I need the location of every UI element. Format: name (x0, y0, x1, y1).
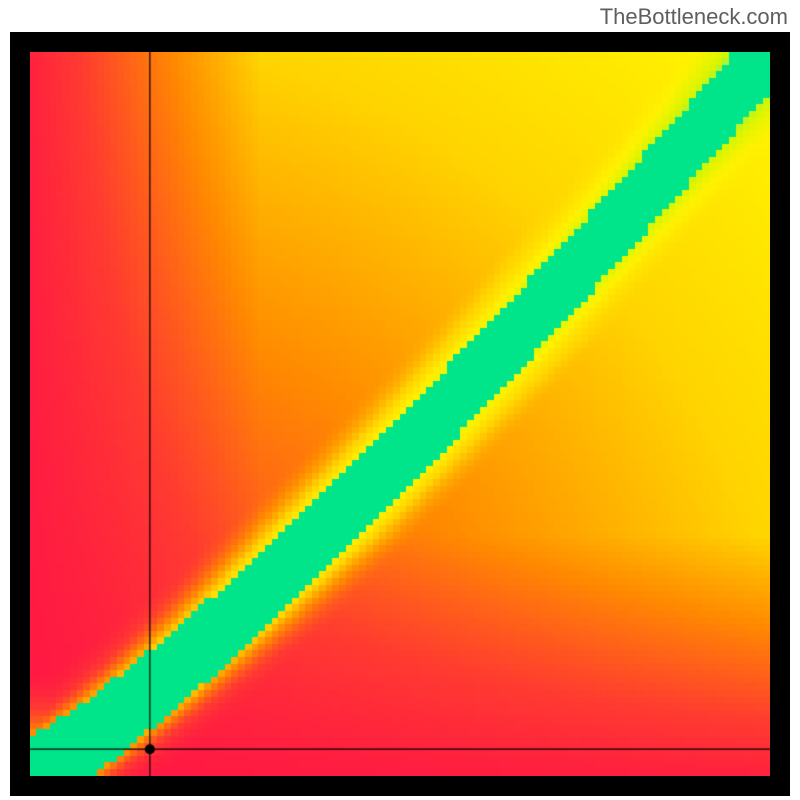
watermark-text: TheBottleneck.com (600, 4, 788, 30)
heatmap-frame (10, 32, 790, 796)
heatmap-canvas (30, 52, 770, 776)
